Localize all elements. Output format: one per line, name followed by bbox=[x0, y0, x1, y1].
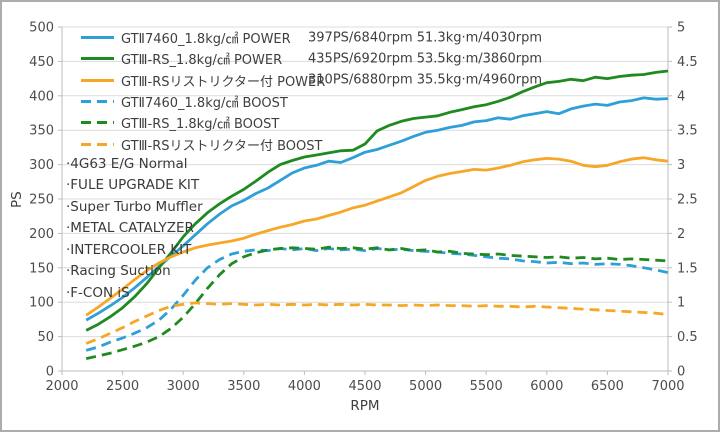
legend-item: GTⅢ-RSリストリクター付 BOOST bbox=[80, 133, 325, 154]
modification-list: ·4G63 E/G Normal ·FULE UPGRADE KIT ·Super … bbox=[66, 153, 203, 304]
legend-peak-stats: 397PS/6840rpm 51.3kg·m/4030rpm bbox=[308, 30, 543, 46]
x-axis-tick-label: 4500 bbox=[348, 379, 381, 394]
legend-item: GTⅢ-RS_1.8kg/㎠ POWER 435PS/6920rpm 53.5kg… bbox=[80, 48, 542, 69]
legend-line-marker bbox=[81, 142, 114, 146]
mod-list-item: ·METAL CATALYZER bbox=[66, 220, 194, 237]
x-axis-tick-label: 7000 bbox=[651, 379, 684, 394]
x-axis-tick-label: 4000 bbox=[288, 379, 321, 394]
y-axis-tick-label: 350 bbox=[29, 124, 54, 139]
mod-list-item: ·F-CON iS bbox=[66, 284, 130, 301]
y-axis-tick-label: 150 bbox=[29, 261, 54, 276]
boost-axis-tick-label: 4.5 bbox=[677, 55, 698, 70]
y-axis-tick-label: 0 bbox=[46, 365, 54, 380]
legend-line-marker bbox=[81, 121, 114, 125]
series-curve-boost bbox=[85, 245, 669, 360]
series-curve-power bbox=[85, 156, 669, 317]
boost-axis-tick-label: 3.5 bbox=[677, 124, 698, 139]
y-axis-tick-label: 450 bbox=[29, 55, 54, 70]
x-axis-tick-label: 6000 bbox=[530, 379, 563, 394]
boost-axis-tick-label: 5 bbox=[677, 21, 685, 36]
boost-axis-tick-label: 4 bbox=[677, 89, 685, 104]
y-axis-tick-label: 200 bbox=[29, 227, 54, 242]
legend-item: GTⅢ-RSリストリクター付 POWER 310PS/6880rpm 35.5kg… bbox=[80, 70, 542, 91]
boost-axis-tick-label: 2.5 bbox=[677, 193, 698, 208]
legend-label: GTⅢ-RS_1.8kg/㎠ BOOST bbox=[121, 117, 280, 133]
boost-axis-tick-label: 1.5 bbox=[677, 261, 698, 276]
boost-axis-tick-label: 3 bbox=[677, 158, 685, 173]
x-axis-title: RPM bbox=[350, 398, 380, 414]
boost-axis-tick-label: 2 bbox=[677, 227, 685, 242]
mod-list-item: ·4G63 E/G Normal bbox=[66, 155, 188, 172]
x-axis-tick-label: 2500 bbox=[106, 379, 139, 394]
legend-item: GTⅡ7460_1.8kg/㎠ POWER 397PS/6840rpm 51.3k… bbox=[80, 27, 542, 48]
y-axis-tick-label: 250 bbox=[29, 193, 54, 208]
x-axis-tick-label: 5500 bbox=[470, 379, 503, 394]
x-axis-tick-label: 3000 bbox=[167, 379, 200, 394]
legend-item: GTⅢ-RS_1.8kg/㎠ BOOST bbox=[80, 112, 325, 133]
series-curve-power bbox=[85, 96, 669, 322]
x-axis-tick-label: 3500 bbox=[227, 379, 260, 394]
chart-legend: GTⅡ7460_1.8kg/㎠ POWER 397PS/6840rpm 51.3k… bbox=[80, 27, 542, 155]
mod-list-item: ·Super Turbo Muffler bbox=[66, 198, 203, 215]
legend-line-marker bbox=[81, 57, 114, 61]
legend-label: GTⅡ7460_1.8kg/㎠ POWER bbox=[121, 32, 291, 48]
x-axis-tick-label: 2000 bbox=[45, 379, 78, 394]
y-axis-tick-label: 400 bbox=[29, 89, 54, 104]
x-axis-tick-label: 6500 bbox=[591, 379, 624, 394]
legend-peak-stats: 435PS/6920rpm 53.5kg·m/3860rpm bbox=[308, 51, 543, 67]
boost-axis-tick-label: 1 bbox=[677, 296, 685, 311]
legend-line-marker bbox=[81, 78, 114, 82]
y-axis-tick-label: 300 bbox=[29, 158, 54, 173]
legend-line-marker bbox=[81, 36, 114, 40]
x-axis-tick-label: 5000 bbox=[409, 379, 442, 394]
legend-item: GTⅡ7460_1.8kg/㎠ BOOST bbox=[80, 91, 325, 112]
mod-list-item: ·INTERCOOLER KIT bbox=[66, 241, 192, 258]
legend-peak-stats: 310PS/6880rpm 35.5kg·m/4960rpm bbox=[308, 72, 543, 88]
series-curve-boost bbox=[85, 301, 669, 345]
mod-list-item: ·FULE UPGRADE KIT bbox=[66, 177, 200, 194]
legend-label: GTⅡ7460_1.8kg/㎠ BOOST bbox=[121, 96, 288, 112]
mod-list-item: ·Racing Suction bbox=[66, 263, 171, 280]
legend-label: GTⅢ-RSリストリクター付 BOOST bbox=[121, 138, 323, 154]
boost-axis-tick-label: 0.5 bbox=[677, 330, 698, 345]
legend-label: GTⅢ-RSリストリクター付 POWER bbox=[121, 74, 326, 90]
boost-axis-tick-label: 0 bbox=[677, 365, 685, 380]
legend-line-marker bbox=[81, 100, 114, 104]
y-axis-tick-label: 100 bbox=[29, 296, 54, 311]
y-axis-tick-label: 500 bbox=[29, 21, 54, 36]
y-axis-title: PS bbox=[9, 191, 25, 209]
y-axis-tick-label: 50 bbox=[37, 330, 54, 345]
series-curve-power bbox=[85, 69, 669, 332]
legend-label: GTⅢ-RS_1.8kg/㎠ POWER bbox=[121, 53, 283, 69]
